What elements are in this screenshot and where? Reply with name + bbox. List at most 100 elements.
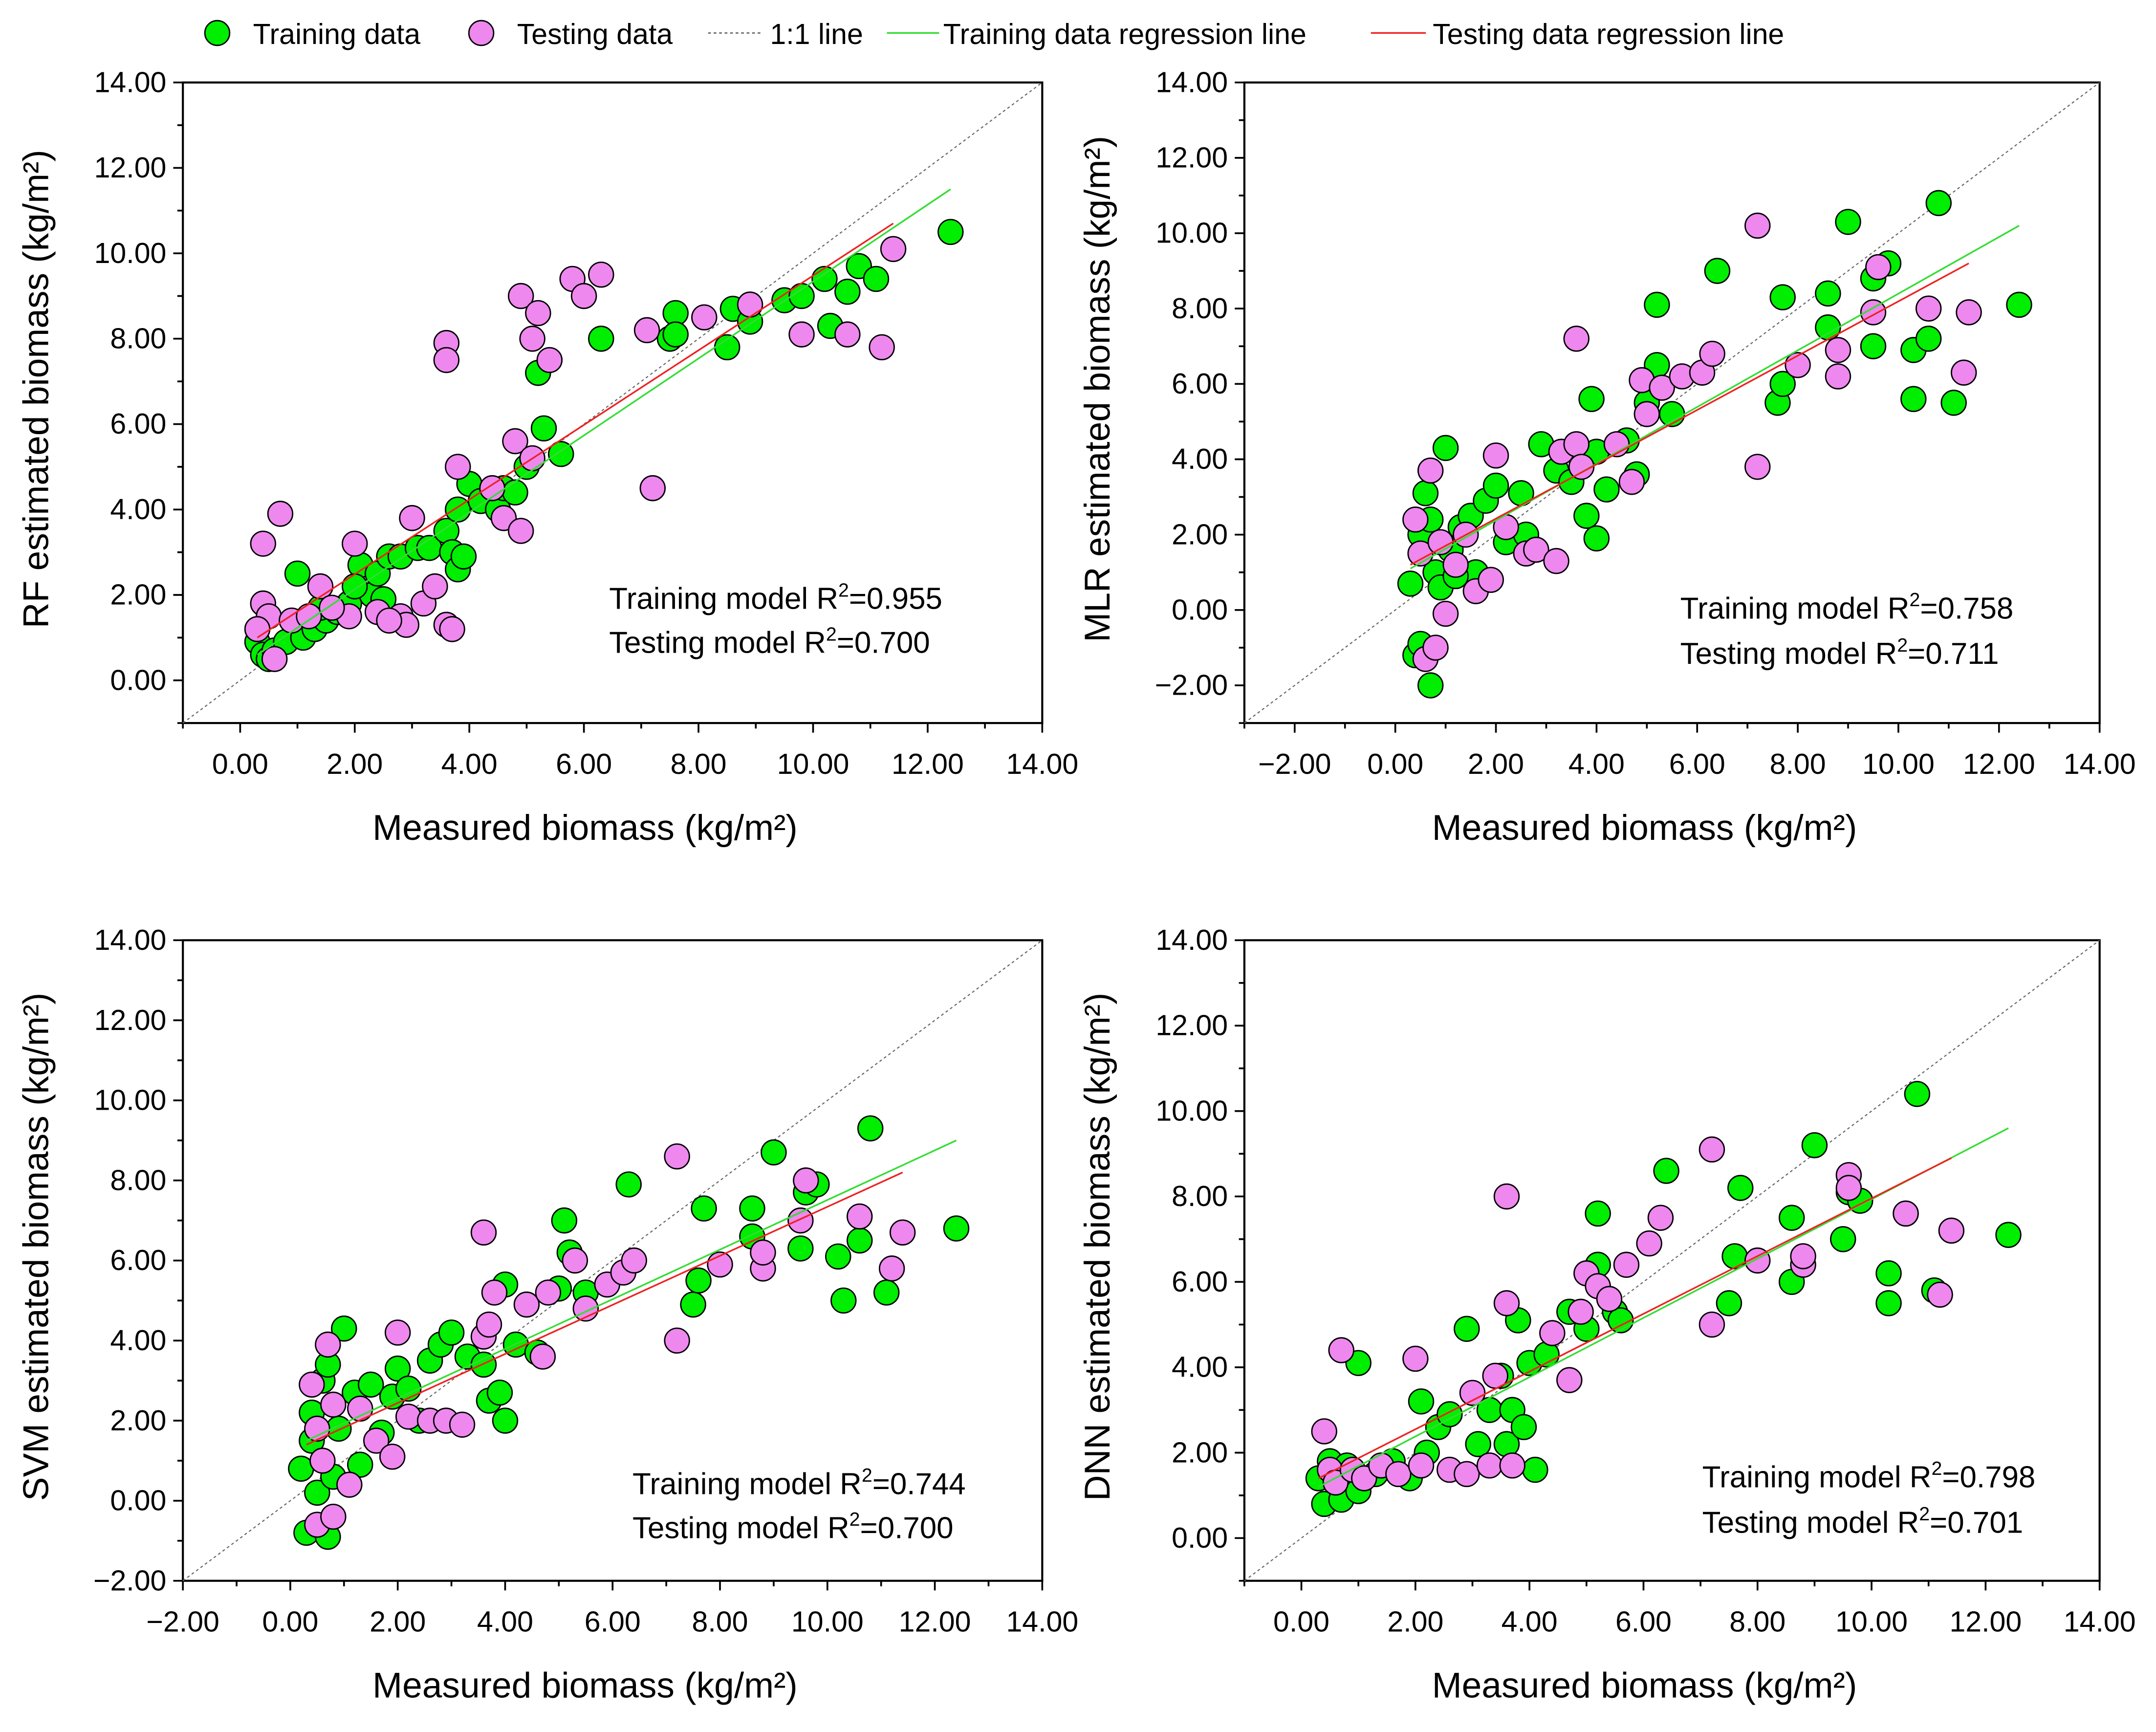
training-point	[450, 543, 477, 570]
y-tick-label: 0.00	[1172, 594, 1228, 626]
testing-point	[1649, 374, 1675, 401]
y-tick-label: 14.00	[1155, 924, 1228, 956]
testing-point	[445, 454, 471, 480]
y-tick-label: 8.00	[110, 323, 166, 355]
testing-point	[261, 646, 288, 672]
testing-point	[319, 594, 345, 621]
training-point	[685, 1267, 712, 1294]
y-tick-label: 6.00	[110, 1244, 166, 1276]
testing-point	[1596, 1286, 1623, 1312]
training-point	[691, 1195, 717, 1222]
x-tick-label: 4.00	[477, 1606, 533, 1638]
testing-point	[399, 505, 425, 531]
training-point	[1704, 258, 1731, 284]
r2-value: =0.700	[837, 626, 930, 660]
testing-point	[535, 1279, 562, 1306]
r2-superscript: 2	[849, 1509, 860, 1530]
plot-frame	[1243, 81, 2101, 724]
testing-point	[1422, 635, 1449, 661]
testing-point	[525, 300, 551, 327]
testing-regression-line	[1318, 1157, 1952, 1479]
testing-point	[433, 347, 460, 373]
training-point	[1578, 386, 1605, 412]
r2-superscript: 2	[826, 623, 837, 645]
x-tick-label: 2.00	[1468, 748, 1524, 780]
training-point	[1510, 1414, 1537, 1440]
testing-point	[507, 283, 534, 309]
testing-point	[536, 347, 563, 373]
testing-point	[664, 1143, 690, 1170]
r2-superscript: 2	[1897, 635, 1908, 656]
training-point	[1573, 503, 1600, 529]
testing-point	[633, 317, 660, 344]
testing-point	[363, 1427, 390, 1454]
training-point	[1915, 326, 1942, 352]
training-point	[1801, 1132, 1828, 1159]
testing-point	[439, 616, 465, 642]
training-point	[830, 1287, 857, 1314]
training-point	[662, 321, 689, 348]
testing-point	[481, 1279, 508, 1306]
x-tick-label: 14.00	[1006, 748, 1078, 780]
training-point	[1716, 1290, 1742, 1316]
training-point	[680, 1291, 706, 1318]
testing-point	[664, 1327, 690, 1354]
x-tick-label: 8.00	[1770, 748, 1826, 780]
y-tick-label: 0.00	[110, 1485, 166, 1517]
training-point	[1830, 1226, 1856, 1252]
testing-point	[1951, 359, 1977, 386]
testing-point	[1402, 1345, 1429, 1372]
training-point	[1995, 1222, 2022, 1248]
panel-rf: 0.00 2.00 4.00 6.00 8.00 10.00 12.00 14.00 0.00 2…	[16, 66, 1078, 848]
x-tick-label: 6.00	[1669, 748, 1725, 780]
y-tick-label: 14.00	[94, 66, 167, 98]
r2-value: =0.744	[872, 1468, 966, 1501]
r2-label: Training model R	[632, 1468, 862, 1501]
training-point	[1779, 1205, 1805, 1231]
testing-point	[320, 1503, 347, 1530]
testing-r2-annotation: Testing model R2=0.711	[1680, 635, 1999, 671]
y-tick-label: 8.00	[1172, 292, 1228, 325]
r2-label: Training model R	[1702, 1460, 1932, 1494]
testing-point	[570, 283, 597, 309]
testing-point	[1744, 212, 1771, 239]
testing-point	[507, 518, 534, 544]
testing-point	[1556, 1367, 1583, 1393]
training-point	[1940, 390, 1967, 416]
testing-point	[1699, 1311, 1725, 1338]
x-tick-label: 12.00	[1963, 748, 2035, 780]
r2-value: =0.711	[1908, 637, 1999, 671]
testing-point	[1563, 326, 1590, 352]
y-tick-label: 0.00	[1172, 1522, 1228, 1554]
training-point	[438, 1319, 465, 1346]
x-tick-label: 4.00	[441, 748, 498, 780]
testing-point	[470, 1219, 497, 1246]
y-tick-label: 14.00	[94, 924, 167, 956]
testing-point	[562, 1247, 588, 1274]
testing-point	[244, 616, 271, 642]
y-tick-label: −2.00	[93, 1564, 166, 1597]
testing-point	[1402, 506, 1429, 533]
y-axis-title: SVM estimated biomass (kg/m²)	[16, 992, 56, 1501]
y-tick-label: 2.00	[110, 579, 166, 611]
x-tick-label: 8.00	[1729, 1606, 1786, 1638]
training-point	[358, 1371, 384, 1398]
testing-regression-line	[257, 222, 894, 638]
training-point	[1432, 435, 1459, 461]
training-point	[1727, 1175, 1754, 1201]
testing-point	[379, 1444, 406, 1470]
training-point	[1408, 1388, 1435, 1415]
training-point	[1482, 472, 1509, 499]
testing-point	[787, 1207, 814, 1234]
panel-svm: −2.00 0.00 2.00 4.00 6.00 8.00 10.00 12.00 14.00…	[16, 924, 1078, 1706]
y-tick-label: 12.00	[1155, 142, 1228, 174]
x-tick-label: 6.00	[1615, 1606, 1672, 1638]
training-point	[943, 1215, 970, 1242]
testing-point	[1744, 1247, 1771, 1274]
r2-label: Training model R	[1680, 592, 1910, 625]
testing-r2-annotation: Testing model R2=0.700	[609, 623, 930, 659]
r2-superscript: 2	[862, 1465, 872, 1486]
training-point	[1397, 570, 1424, 597]
testing-point	[519, 326, 545, 352]
testing-point	[267, 501, 294, 527]
